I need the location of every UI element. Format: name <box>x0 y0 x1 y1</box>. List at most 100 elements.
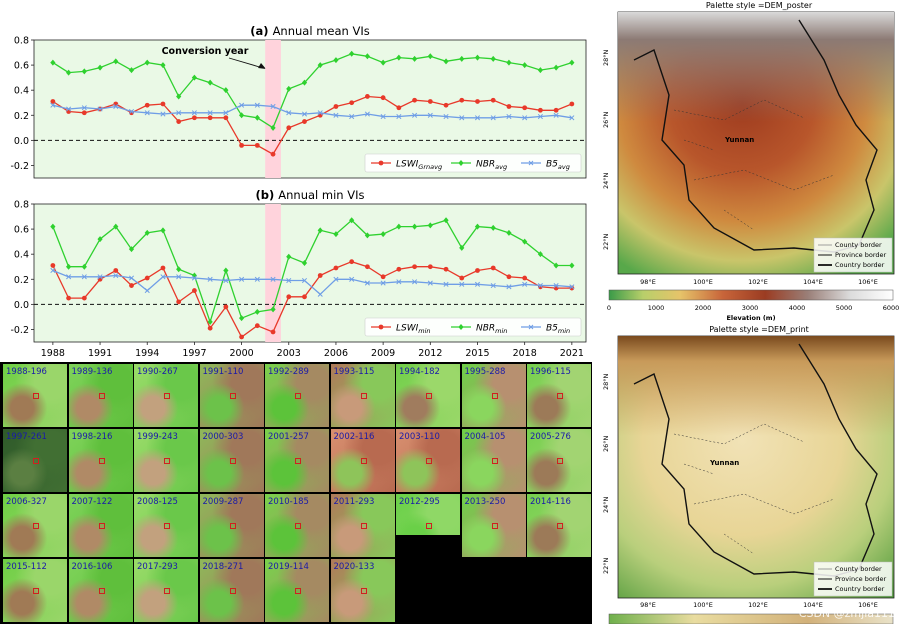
landsat-thumbnail: 2003-110 <box>396 429 460 492</box>
point-lswi <box>522 105 528 111</box>
point-lswi <box>97 276 103 282</box>
sample-point-marker <box>360 523 367 529</box>
landsat-thumbnail: 2012-295 <box>396 494 460 557</box>
legend-marker <box>528 324 534 330</box>
landsat-thumbnail: 2020-133 <box>330 559 395 622</box>
svg-text:26°N: 26°N <box>602 111 610 128</box>
point-lswi <box>396 266 402 272</box>
point-b5 <box>97 274 103 280</box>
thumbnail-label: 1999-243 <box>137 432 178 442</box>
point-nbr <box>569 262 575 269</box>
point-lswi <box>239 142 244 148</box>
landsat-thumbnail: 1992-289 <box>265 364 329 427</box>
svg-text:28°N: 28°N <box>602 49 610 66</box>
point-nbr <box>81 68 87 75</box>
point-b5 <box>286 277 292 284</box>
point-b5 <box>223 110 229 116</box>
chart-annual-min: (b) Annual min VIs 0.8 0.6 0.4 0.2 0.0 -0.2 LSW… <box>10 188 587 359</box>
point-lswi <box>490 97 496 103</box>
point-nbr <box>160 227 166 234</box>
svg-text:104°E: 104°E <box>803 278 823 286</box>
point-b5 <box>66 274 72 280</box>
point-nbr <box>443 58 449 65</box>
legend-box <box>364 153 582 173</box>
point-b5 <box>207 110 213 116</box>
point-lswi <box>365 264 370 270</box>
svg-text:4000: 4000 <box>789 304 806 312</box>
svg-text:0: 0 <box>607 304 611 312</box>
map2-lon-ticks: 98°E 100°E 102°E 104°E 106°E <box>640 601 878 609</box>
sample-point-marker <box>33 588 39 594</box>
series-line-b5 <box>52 104 572 119</box>
sample-point-marker <box>295 588 301 594</box>
point-b5 <box>254 276 260 282</box>
map2-title: Palette style =DEM_print <box>709 325 809 334</box>
legend-box <box>364 317 582 337</box>
thumbnail-label: 2005-276 <box>530 432 571 442</box>
point-nbr <box>113 58 119 65</box>
point-b5 <box>317 291 323 297</box>
sample-point-marker <box>98 393 105 399</box>
point-lswi <box>113 101 119 107</box>
legend-marker <box>378 160 384 166</box>
svg-text:Province border: Province border <box>835 251 887 259</box>
point-lswi <box>380 274 386 280</box>
point-nbr <box>411 55 418 62</box>
point-lswi <box>160 265 166 271</box>
point-b5 <box>349 276 355 282</box>
legend-label: B5min <box>546 324 570 336</box>
sample-point-marker <box>360 588 367 594</box>
sample-point-marker <box>426 523 432 529</box>
point-lswi <box>66 295 71 301</box>
point-lswi <box>270 151 276 157</box>
point-b5 <box>128 108 135 115</box>
landsat-thumbnail: 1998-216 <box>68 429 133 492</box>
point-lswi <box>176 119 182 124</box>
point-lswi <box>50 99 56 104</box>
point-nbr <box>506 229 512 236</box>
sample-point-marker <box>229 588 236 594</box>
vi-charts-svg: (a) Annual mean VIs Conversion year 0.8 0.… <box>10 24 587 359</box>
point-nbr <box>349 217 355 224</box>
sample-point-marker <box>229 393 236 399</box>
point-lswi <box>207 325 213 331</box>
point-b5 <box>427 280 433 286</box>
point-b5 <box>144 288 150 294</box>
point-lswi <box>349 100 355 106</box>
landsat-thumbnail: 2007-122 <box>68 494 133 557</box>
svg-text:24°N: 24°N <box>602 172 610 189</box>
point-b5 <box>333 276 339 282</box>
point-nbr <box>427 53 433 60</box>
map1-region-label: Yunnan <box>724 136 754 144</box>
annotation-arrowhead <box>258 63 266 69</box>
legend-marker <box>378 324 384 330</box>
map2-legend: County border Province border Country bo… <box>813 561 893 597</box>
point-nbr <box>223 87 229 94</box>
conversion-year-annotation: Conversion year <box>162 46 249 57</box>
point-b5 <box>396 113 402 120</box>
point-nbr <box>144 59 150 66</box>
svg-text:98°E: 98°E <box>640 278 656 286</box>
point-nbr <box>380 59 386 66</box>
point-nbr <box>364 232 371 239</box>
sample-point-marker <box>491 458 498 464</box>
y-tick-label: 0.0 <box>14 136 29 147</box>
series-line-nbr <box>52 53 572 129</box>
thumbnail-label: 2015-112 <box>6 562 47 572</box>
point-nbr <box>364 53 371 60</box>
series-line-lswi <box>52 95 573 156</box>
thumbnail-label: 1995-288 <box>464 367 506 377</box>
point-b5 <box>522 115 528 121</box>
point-b5 <box>286 110 292 116</box>
point-b5 <box>474 281 481 287</box>
svg-text:106°E: 106°E <box>858 601 878 609</box>
thumbnail-label: 2003-110 <box>399 432 440 442</box>
sample-point-marker <box>360 393 367 399</box>
y-tick-label: 0.4 <box>14 250 29 261</box>
point-b5 <box>176 274 182 280</box>
landsat-thumbnail: 1991-110 <box>199 364 264 427</box>
point-lswi <box>176 299 182 305</box>
point-lswi <box>333 104 339 109</box>
svg-text:Province border: Province border <box>835 575 887 583</box>
landsat-thumbnail: 2019-114 <box>265 559 329 622</box>
